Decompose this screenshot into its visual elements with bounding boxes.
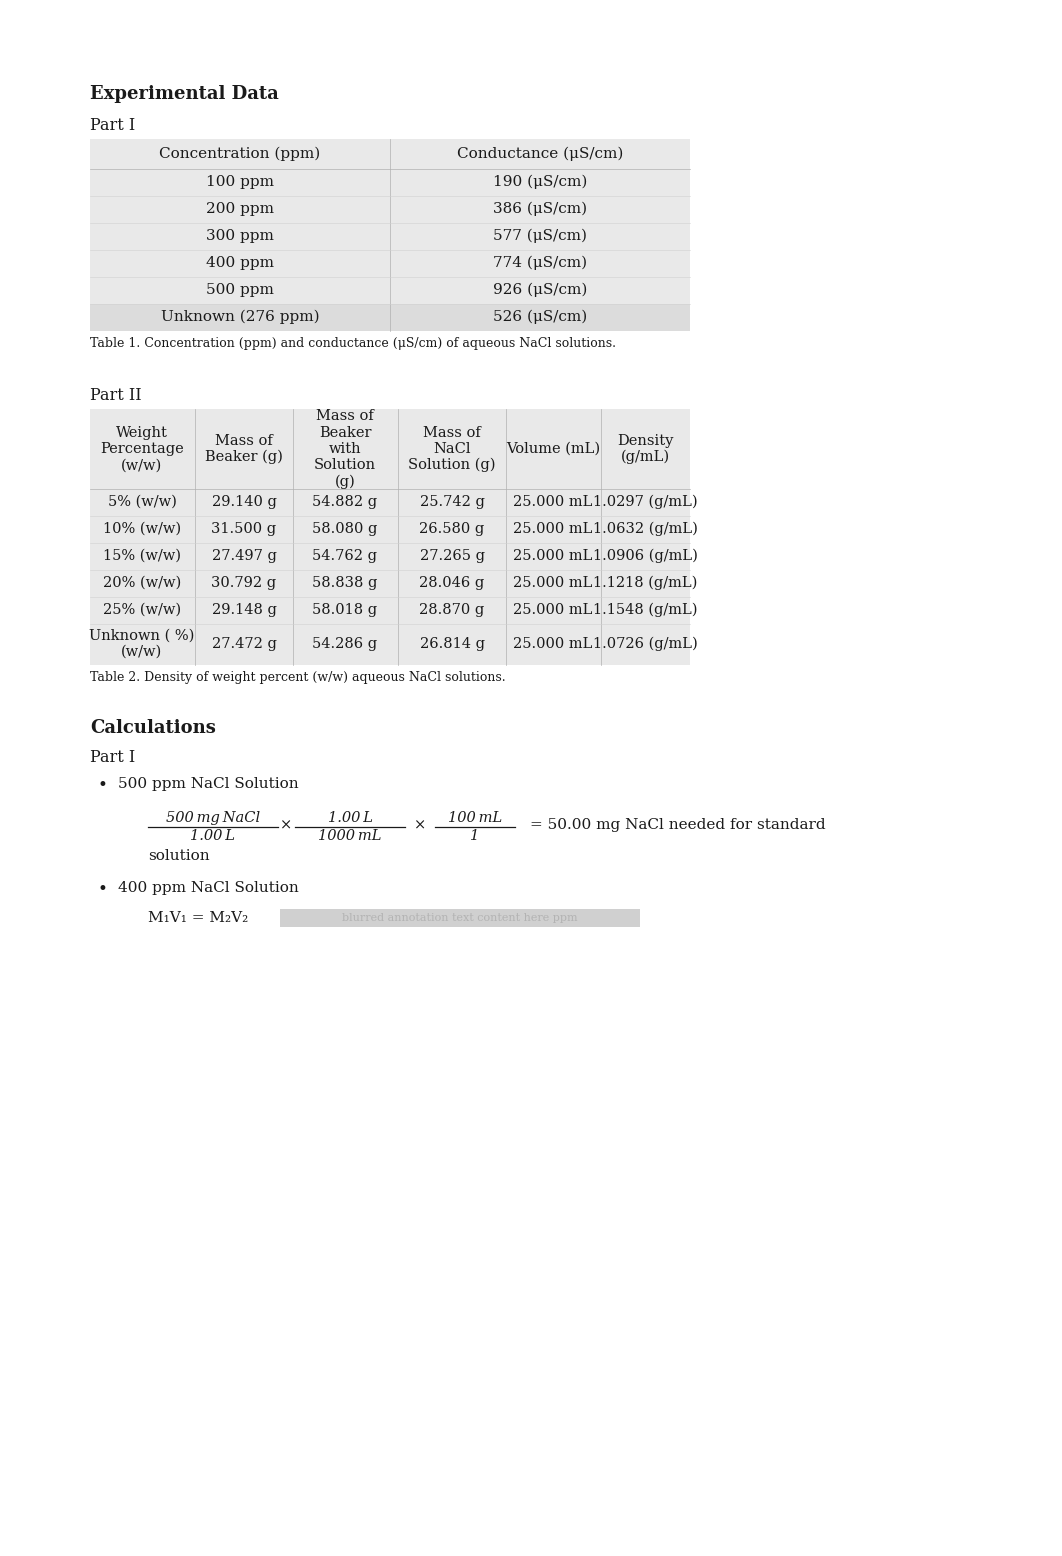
Text: 1: 1: [470, 829, 480, 843]
Text: 31.500 g: 31.500 g: [211, 521, 276, 535]
Text: = 50.00 mg NaCl needed for standard: = 50.00 mg NaCl needed for standard: [530, 818, 825, 832]
Text: 54.882 g: 54.882 g: [312, 495, 378, 509]
Text: 1.0726 (g/mL): 1.0726 (g/mL): [593, 636, 698, 652]
Text: solution: solution: [148, 850, 209, 864]
Text: 10% (w/w): 10% (w/w): [103, 521, 181, 535]
Text: 27.265 g: 27.265 g: [419, 549, 484, 563]
Bar: [280, 909, 640, 927]
Text: 774 (μS/cm): 774 (μS/cm): [493, 257, 587, 271]
Text: blurred annotation text content here ppm: blurred annotation text content here ppm: [342, 913, 578, 923]
Text: 190 (μS/cm): 190 (μS/cm): [493, 174, 587, 190]
Text: ×: ×: [280, 818, 292, 832]
Text: 25.000 mL: 25.000 mL: [513, 636, 593, 650]
Text: 58.080 g: 58.080 g: [312, 521, 378, 535]
Text: 26.814 g: 26.814 g: [419, 636, 484, 650]
Text: 27.497 g: 27.497 g: [211, 549, 276, 563]
Text: 500 ppm: 500 ppm: [206, 283, 274, 297]
Text: 5% (w/w): 5% (w/w): [107, 495, 176, 509]
Text: 29.148 g: 29.148 g: [211, 604, 276, 618]
Text: Conductance (μS/cm): Conductance (μS/cm): [457, 146, 623, 162]
Text: 54.762 g: 54.762 g: [312, 549, 377, 563]
Text: ×: ×: [414, 818, 426, 832]
Text: 58.018 g: 58.018 g: [312, 604, 378, 618]
Text: 1.0297 (g/mL): 1.0297 (g/mL): [593, 495, 698, 509]
Text: Unknown ( %)
(w/w): Unknown ( %) (w/w): [89, 629, 194, 660]
Text: Unknown (276 ppm): Unknown (276 ppm): [160, 310, 320, 324]
Text: Weight
Percentage
(w/w): Weight Percentage (w/w): [100, 426, 184, 471]
Text: 25.742 g: 25.742 g: [419, 495, 484, 509]
Text: 400 ppm: 400 ppm: [206, 257, 274, 271]
Bar: [90, 303, 690, 331]
Text: 25.000 mL: 25.000 mL: [513, 549, 593, 563]
Text: 25.000 mL: 25.000 mL: [513, 521, 593, 535]
Text: 100 ppm: 100 ppm: [206, 174, 274, 188]
Text: 54.286 g: 54.286 g: [312, 636, 378, 650]
Text: 1.00 L: 1.00 L: [190, 829, 236, 843]
Text: 1.0632 (g/mL): 1.0632 (g/mL): [593, 521, 698, 537]
Text: 200 ppm: 200 ppm: [206, 202, 274, 216]
Text: 100 mL: 100 mL: [448, 811, 502, 825]
Text: Mass of
NaCl
Solution (g): Mass of NaCl Solution (g): [408, 425, 496, 473]
Text: 28.046 g: 28.046 g: [419, 576, 484, 590]
Text: M₁V₁ = M₂V₂: M₁V₁ = M₂V₂: [148, 910, 249, 924]
Text: Part I: Part I: [90, 748, 135, 766]
Text: 577 (μS/cm): 577 (μS/cm): [493, 229, 587, 243]
Text: 526 (μS/cm): 526 (μS/cm): [493, 310, 587, 324]
Text: 500 ppm NaCl Solution: 500 ppm NaCl Solution: [118, 776, 298, 790]
Text: 20% (w/w): 20% (w/w): [103, 576, 182, 590]
Text: Table 2. Density of weight percent (w/w) aqueous NaCl solutions.: Table 2. Density of weight percent (w/w)…: [90, 671, 506, 685]
Text: 1.00 L: 1.00 L: [327, 811, 373, 825]
Text: 29.140 g: 29.140 g: [211, 495, 276, 509]
Text: 30.792 g: 30.792 g: [211, 576, 276, 590]
Bar: [90, 138, 690, 331]
Text: Density
(g/mL): Density (g/mL): [617, 434, 673, 464]
Text: 25.000 mL: 25.000 mL: [513, 604, 593, 618]
Text: 25.000 mL: 25.000 mL: [513, 495, 593, 509]
Text: 400 ppm NaCl Solution: 400 ppm NaCl Solution: [118, 881, 298, 895]
Text: •: •: [97, 776, 107, 794]
Text: Volume (mL): Volume (mL): [506, 442, 600, 456]
Bar: [90, 409, 690, 664]
Text: 15% (w/w): 15% (w/w): [103, 549, 181, 563]
Text: 1.1218 (g/mL): 1.1218 (g/mL): [593, 576, 697, 590]
Text: •: •: [97, 881, 107, 898]
Text: Part I: Part I: [90, 117, 135, 134]
Text: 500 mg NaCl: 500 mg NaCl: [166, 811, 260, 825]
Text: 58.838 g: 58.838 g: [312, 576, 378, 590]
Text: Concentration (ppm): Concentration (ppm): [159, 146, 321, 162]
Text: Mass of
Beaker
with
Solution
(g): Mass of Beaker with Solution (g): [314, 409, 376, 489]
Text: 1000 mL: 1000 mL: [319, 829, 381, 843]
Text: 28.870 g: 28.870 g: [419, 604, 484, 618]
Text: Calculations: Calculations: [90, 719, 216, 738]
Text: Part II: Part II: [90, 387, 141, 405]
Text: Experimental Data: Experimental Data: [90, 86, 278, 103]
Text: 1.0906 (g/mL): 1.0906 (g/mL): [593, 549, 698, 563]
Text: 926 (μS/cm): 926 (μS/cm): [493, 283, 587, 297]
Text: 1.1548 (g/mL): 1.1548 (g/mL): [593, 602, 698, 618]
Text: Mass of
Beaker (g): Mass of Beaker (g): [205, 434, 282, 464]
Text: 25% (w/w): 25% (w/w): [103, 604, 181, 618]
Text: 25.000 mL: 25.000 mL: [513, 576, 593, 590]
Text: Table 1. Concentration (ppm) and conductance (μS/cm) of aqueous NaCl solutions.: Table 1. Concentration (ppm) and conduct…: [90, 338, 616, 350]
Text: 27.472 g: 27.472 g: [211, 636, 276, 650]
Text: 26.580 g: 26.580 g: [419, 521, 484, 535]
Text: 300 ppm: 300 ppm: [206, 229, 274, 243]
Text: 386 (μS/cm): 386 (μS/cm): [493, 202, 587, 216]
